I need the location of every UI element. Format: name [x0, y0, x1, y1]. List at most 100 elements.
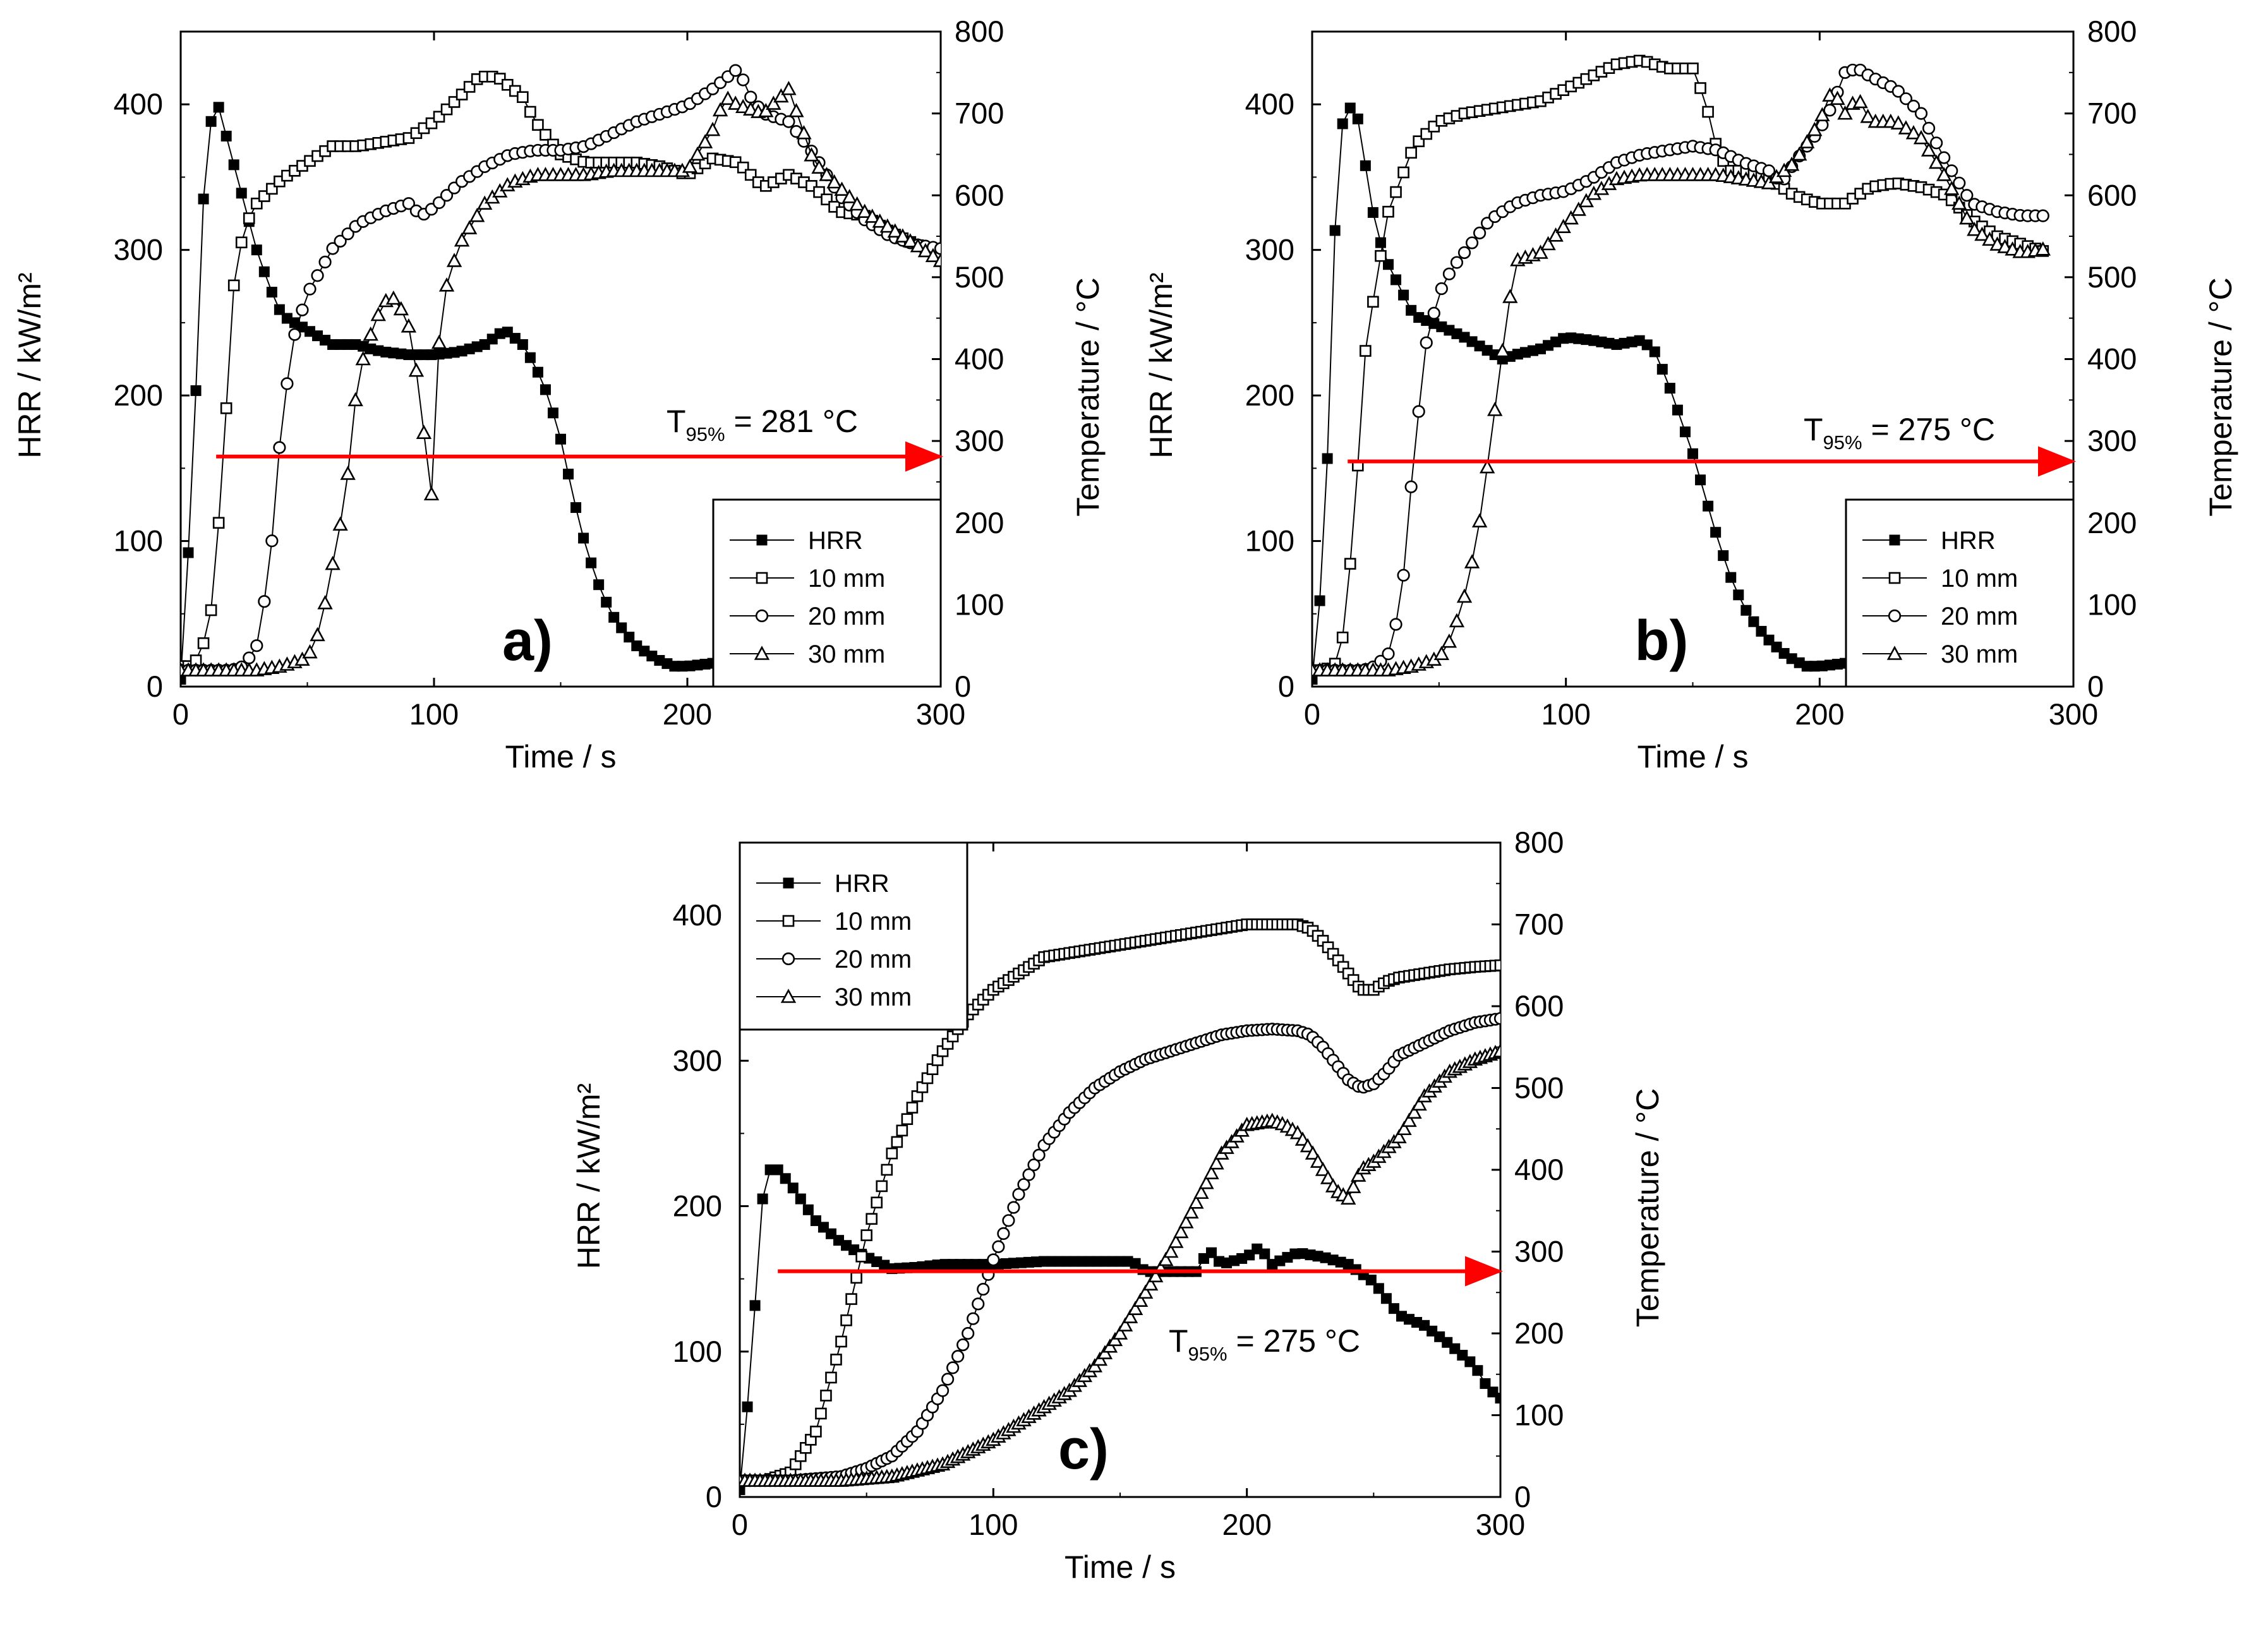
data-point-20-mm — [962, 1326, 975, 1340]
y2-tick-label: 0 — [955, 670, 971, 703]
data-point-hrr — [740, 1484, 745, 1495]
data-point-20-mm — [1017, 1178, 1030, 1191]
data-point-hrr — [236, 188, 247, 199]
data-point-hrr — [205, 116, 217, 127]
y-axis-title: HRR / kW/m² — [1143, 272, 1179, 458]
annotation-sub: 95% — [1188, 1343, 1227, 1365]
data-point-hrr — [183, 547, 194, 558]
data-point-hrr — [517, 339, 528, 350]
data-point-30-mm — [1112, 1325, 1128, 1340]
data-point-10-mm — [825, 1371, 837, 1384]
legend-label: HRR — [808, 527, 863, 555]
chart-panel-2: 0 100 200 300010020030040001002003004005006… — [1143, 15, 2238, 774]
x-tick-label: 0 — [1304, 697, 1320, 731]
panel-label: c) — [1058, 1418, 1109, 1481]
data-point-30-mm — [1163, 1243, 1179, 1258]
data-point-hrr — [1725, 572, 1737, 583]
data-point-20-mm — [1914, 107, 1928, 120]
data-point-hrr — [1756, 625, 1767, 637]
data-point-10-mm — [901, 1113, 914, 1126]
data-point-30-mm — [1936, 167, 1952, 181]
data-point-30-mm — [788, 103, 804, 117]
data-point-10-mm — [866, 1213, 878, 1225]
annotation-sub: 95% — [686, 423, 725, 445]
data-point-hrr — [1656, 364, 1668, 375]
y2-axis-title: Temperature / °C — [1630, 1088, 1665, 1327]
data-point-hrr — [251, 244, 262, 256]
data-point-hrr — [780, 1173, 791, 1184]
data-point-30-mm — [766, 95, 781, 110]
data-point-30-mm — [773, 88, 789, 103]
data-point-hrr — [1740, 604, 1752, 616]
data-point-30-mm — [925, 248, 941, 262]
data-point-hrr — [1495, 1392, 1500, 1404]
data-point-20-mm — [1891, 85, 1905, 98]
data-point-10-mm — [197, 637, 210, 649]
legend-box — [1845, 498, 2075, 688]
data-point-30-mm — [1449, 613, 1465, 628]
data-point-30-mm — [2005, 241, 2020, 256]
data-point-30-mm — [1890, 115, 1907, 129]
data-point-30-mm — [819, 167, 835, 181]
data-point-10-mm — [845, 1293, 857, 1305]
data-point-hrr — [1375, 237, 1386, 248]
y-tick-label: 300 — [114, 233, 163, 267]
data-point-10-mm — [876, 1180, 888, 1193]
data-point-hrr — [213, 102, 224, 113]
data-point-30-mm — [370, 306, 386, 322]
data-point-20-mm — [402, 197, 416, 210]
y2-tick-label: 200 — [955, 506, 1004, 539]
y2-tick-label: 700 — [955, 97, 1004, 130]
data-point-hrr — [749, 1300, 761, 1311]
legend-label: 30 mm — [1941, 640, 2018, 668]
data-point-10-mm — [855, 1250, 867, 1263]
data-point-30-mm — [438, 277, 455, 292]
data-point-10-mm — [860, 1229, 872, 1241]
data-point-30-mm — [689, 146, 706, 161]
data-point-30-mm — [872, 213, 888, 228]
data-point-10-mm — [850, 1271, 862, 1284]
data-point-hrr — [1687, 448, 1698, 459]
data-point-20-mm — [1473, 226, 1487, 239]
data-point-30-mm — [1341, 1190, 1356, 1205]
annotation-rest: = 281 °C — [725, 404, 858, 439]
data-point-20-mm — [967, 1312, 980, 1325]
y2-tick-label: 500 — [955, 260, 1004, 294]
data-point-hrr — [1380, 1293, 1392, 1304]
y2-tick-label: 400 — [2087, 342, 2137, 376]
data-point-hrr — [1312, 673, 1318, 685]
data-point-20-mm — [941, 1373, 955, 1386]
data-point-30-mm — [1563, 210, 1579, 225]
annotation-main: T — [667, 404, 686, 439]
data-point-hrr — [563, 469, 574, 480]
data-point-20-mm — [1002, 1214, 1015, 1227]
data-point-30-mm — [1441, 633, 1457, 648]
data-point-30-mm — [1487, 402, 1503, 416]
data-point-30-mm — [1571, 201, 1586, 216]
data-point-30-mm — [1178, 1214, 1194, 1229]
data-point-30-mm — [310, 627, 325, 642]
y-axis-title: HRR / kW/m² — [571, 1083, 606, 1269]
data-point-10-mm — [835, 1335, 847, 1348]
x-tick-label: 100 — [968, 1508, 1018, 1541]
data-point-30-mm — [393, 301, 409, 316]
data-point-20-mm — [1938, 151, 1951, 164]
legend-marker-1 — [782, 915, 795, 927]
data-point-30-mm — [1300, 1138, 1316, 1153]
data-point-30-mm — [902, 233, 919, 248]
data-point-20-mm — [440, 189, 454, 202]
data-point-20-mm — [1435, 282, 1448, 296]
data-point-20-mm — [311, 269, 324, 282]
data-point-30-mm — [1502, 289, 1518, 303]
y2-tick-label: 300 — [955, 424, 1004, 457]
data-point-30-mm — [317, 595, 333, 610]
data-point-20-mm — [1027, 1158, 1041, 1172]
data-point-30-mm — [1310, 1153, 1326, 1168]
annotation-rest: = 275 °C — [1227, 1323, 1360, 1359]
data-point-30-mm — [1951, 195, 1967, 210]
data-point-10-mm — [871, 1196, 883, 1209]
data-point-hrr — [1360, 160, 1371, 171]
data-point-30-mm — [1822, 87, 1838, 102]
y-axis-title: HRR / kW/m² — [12, 272, 47, 458]
